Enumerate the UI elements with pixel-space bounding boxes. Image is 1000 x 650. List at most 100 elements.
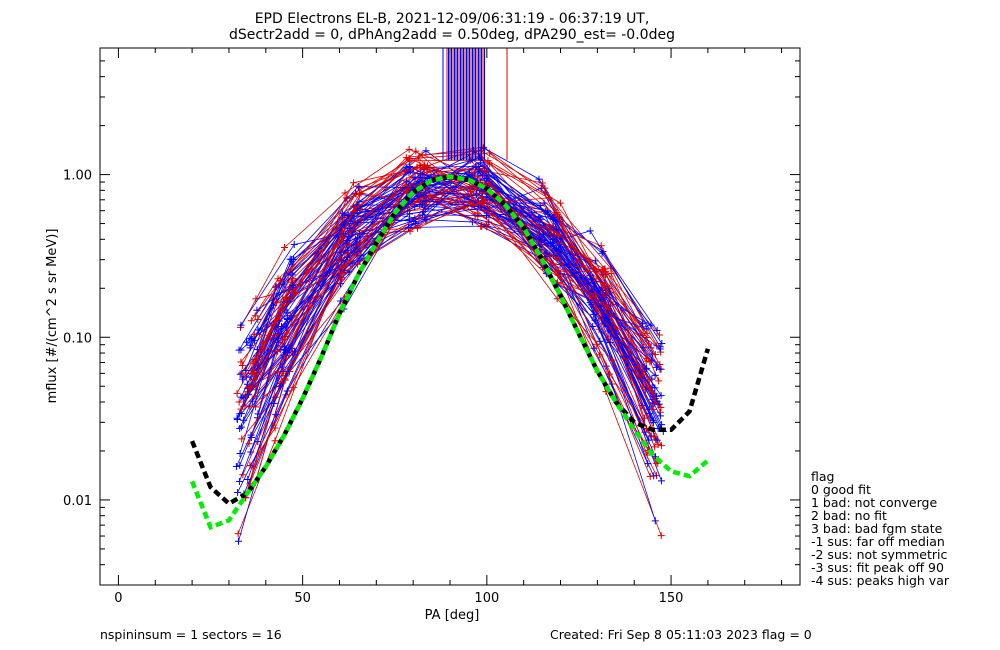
x-tick-label: 150: [659, 591, 684, 606]
measurement-marker: [648, 388, 656, 396]
measurement-marker: [344, 211, 352, 219]
measurement-marker: [238, 369, 246, 377]
measurement-marker: [535, 234, 543, 242]
measurement-marker: [651, 517, 659, 525]
legend-entry: -4 sus: peaks high var: [811, 573, 950, 588]
measurement-marker: [652, 436, 660, 444]
measurement-marker: [237, 358, 245, 366]
axes: 0 50 100 150 0.01 0.10 1.00: [63, 47, 800, 606]
measurement-marker: [271, 437, 279, 445]
spike-lines: [442, 48, 508, 160]
measurement-marker: [476, 166, 484, 174]
measurement-marker: [649, 416, 657, 424]
measurement-marker: [252, 403, 260, 411]
measurement-marker: [591, 316, 599, 324]
measurement-marker: [658, 421, 666, 429]
legend-entry: 2 bad: no fit: [811, 508, 887, 523]
measurement-marker: [656, 412, 664, 420]
y-tick-label: 1.00: [63, 169, 92, 184]
measurement-marker: [238, 435, 246, 443]
measurement-marker: [555, 230, 563, 238]
measurement-marker: [543, 249, 551, 257]
measurement-marker: [477, 203, 485, 211]
measurement-marker: [280, 280, 288, 288]
measurement-marker: [553, 235, 561, 243]
measurement-marker: [406, 162, 414, 170]
measurement-marker: [243, 338, 251, 346]
measurement-marker: [467, 188, 475, 196]
measurement-marker: [644, 460, 652, 468]
measurement-marker: [341, 189, 349, 197]
measurement-marker: [483, 220, 491, 228]
measurement-marker: [656, 361, 664, 369]
measurement-marker: [244, 476, 252, 484]
measurement-marker: [237, 405, 245, 413]
measurement-marker: [236, 370, 244, 378]
measurement-marker: [412, 147, 420, 155]
measurement-marker: [655, 331, 663, 339]
measurement-marker: [413, 222, 421, 230]
measurement-marker: [405, 216, 413, 224]
y-tick-label: 0.01: [63, 494, 92, 509]
measurement-marker: [254, 315, 262, 323]
measurement-marker: [423, 168, 431, 176]
measurement-marker: [653, 327, 661, 335]
measurement-line: [240, 148, 662, 353]
measurement-marker: [288, 271, 296, 279]
legend-entry: -2 sus: not symmetric: [811, 547, 947, 562]
measurement-line: [241, 202, 654, 440]
measurement-marker: [415, 214, 423, 222]
measurement-marker: [657, 532, 665, 540]
measurement-marker: [656, 343, 664, 351]
measurement-marker: [237, 321, 245, 329]
measurement-marker: [232, 463, 240, 471]
measurement-marker: [553, 255, 561, 263]
footer-right: Created: Fri Sep 8 05:11:03 2023 flag = …: [550, 627, 812, 642]
measurement-marker: [657, 477, 665, 485]
measurement-marker: [247, 317, 255, 325]
measurement-marker: [238, 375, 246, 383]
measurement-marker: [649, 405, 657, 413]
x-axis-label: PA [deg]: [425, 608, 480, 623]
measurement-marker: [239, 394, 247, 402]
measurement-marker: [638, 319, 646, 327]
measurement-marker: [246, 344, 254, 352]
measurement-marker: [608, 356, 616, 364]
measurement-marker: [480, 197, 488, 205]
measurement-marker: [556, 199, 564, 207]
fit-curve-green: [190, 174, 710, 531]
fit-curves: [190, 174, 711, 531]
measurement-marker: [289, 384, 297, 392]
measurement-marker: [233, 415, 241, 423]
measurement-marker: [274, 368, 282, 376]
measurement-line: [251, 183, 661, 413]
measurement-marker: [279, 369, 287, 377]
measurement-marker: [354, 183, 362, 191]
legend: flag 0 good fit 1 bad: not converge 2 ba…: [811, 469, 950, 588]
measurement-line: [256, 170, 661, 350]
legend-entry: -1 sus: far off median: [811, 534, 945, 549]
measurement-marker: [244, 384, 252, 392]
measurement-marker: [474, 172, 482, 180]
measurement-marker: [289, 282, 297, 290]
measurement-marker: [349, 228, 357, 236]
measurement-marker: [245, 440, 253, 448]
measurement-marker: [283, 314, 291, 322]
measurement-bundle: [232, 143, 667, 545]
measurement-marker: [406, 167, 414, 175]
measurement-marker: [410, 217, 418, 225]
measurement-marker: [535, 213, 543, 221]
measurement-marker: [604, 334, 612, 342]
measurement-marker: [338, 269, 346, 277]
measurement-marker: [337, 276, 345, 284]
measurement-marker: [280, 243, 288, 251]
measurement-marker: [538, 240, 546, 248]
measurement-marker: [593, 340, 601, 348]
measurement-marker: [254, 410, 262, 418]
measurement-line: [242, 176, 660, 366]
x-tick-label: 50: [294, 591, 311, 606]
measurement-marker: [235, 537, 243, 545]
measurement-marker: [486, 160, 494, 168]
measurement-marker: [552, 267, 560, 275]
measurement-marker: [251, 355, 259, 363]
